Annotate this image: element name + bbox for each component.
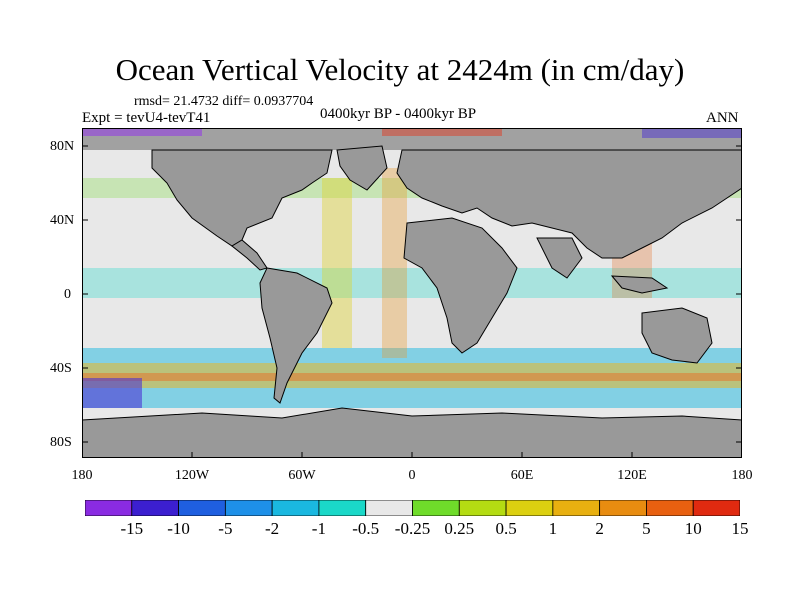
lat-label-80n: 80N [50,139,75,154]
indonesia [610,275,669,294]
colorbar-label: -10 [167,519,190,538]
colorbar-label: 15 [731,519,749,538]
lon-label-0: 0 [408,468,416,483]
world-map [82,128,742,458]
colorbar-swatch [505,500,554,516]
lon-label-180e: 180 [731,468,753,483]
lon-label-120w: 120W [174,468,210,483]
lon-label-180w: 180 [71,468,93,483]
colorbar-swatch [178,500,226,516]
colorbar-label: 0.5 [495,519,517,538]
lat-label-40n: 40N [50,213,75,228]
lon-label-120e: 120E [617,468,647,483]
colorbar-swatch [412,500,460,516]
colorbar-label: 2 [595,519,604,538]
greenland [336,145,388,191]
colorbar-label: -2 [265,519,280,538]
season-label: ANN [706,110,739,126]
stats-text: rmsd= 21.4732 diff= 0.0937704 [134,94,314,109]
colorbar-swatch [552,500,601,516]
lat-label-40s: 40S [50,361,72,376]
africa [403,217,518,354]
period-label: 0400kyr BP - 0400kyr BP [320,106,477,122]
colorbar-label: 10 [684,519,702,538]
colorbar-label: -0.5 [352,519,380,538]
colorbar-label: 5 [642,519,651,538]
colorbar-label: 1 [548,519,558,538]
colorbar-swatch [646,500,694,516]
north-america [151,149,333,247]
eurasia [396,149,742,259]
colorbar-swatch [599,500,647,516]
colorbar-label: -15 [120,519,144,538]
chart-title: Ocean Vertical Velocity at 2424m (in cm/… [115,52,685,87]
colorbar-swatch [85,500,133,516]
colorbar-swatch [271,500,320,516]
lon-label-60w: 60W [288,468,316,483]
land-masses [82,145,742,458]
colorbar-swatch [458,500,507,516]
lon-label-60e: 60E [510,468,534,483]
south-america [259,267,333,404]
colorbar-swatch [131,500,179,516]
lat-label-80s: 80S [50,435,72,450]
colorbar-label: -5 [218,519,233,538]
lat-label-0: 0 [64,287,71,302]
colorbar-label: 0.25 [444,519,475,538]
colorbar-swatch [318,500,367,516]
india [536,237,583,279]
colorbar [85,500,740,516]
australia [641,307,713,364]
colorbar-swatch [692,500,740,516]
colorbar-label: -0.25 [394,519,431,538]
antarctica [82,407,742,458]
experiment-label: Expt = tevU4-tevT41 [82,110,211,126]
colorbar-label: -1 [311,519,326,538]
colorbar-swatch [365,500,413,516]
colorbar-swatch [224,500,273,516]
